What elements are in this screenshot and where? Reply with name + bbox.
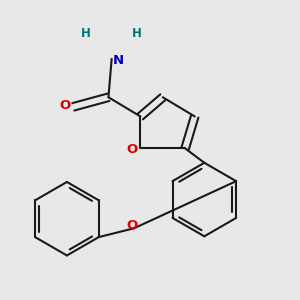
Text: H: H: [81, 27, 91, 40]
Text: N: N: [113, 54, 124, 67]
Text: O: O: [127, 143, 138, 157]
Text: O: O: [127, 219, 138, 232]
Text: O: O: [60, 99, 71, 112]
Text: H: H: [132, 27, 142, 40]
